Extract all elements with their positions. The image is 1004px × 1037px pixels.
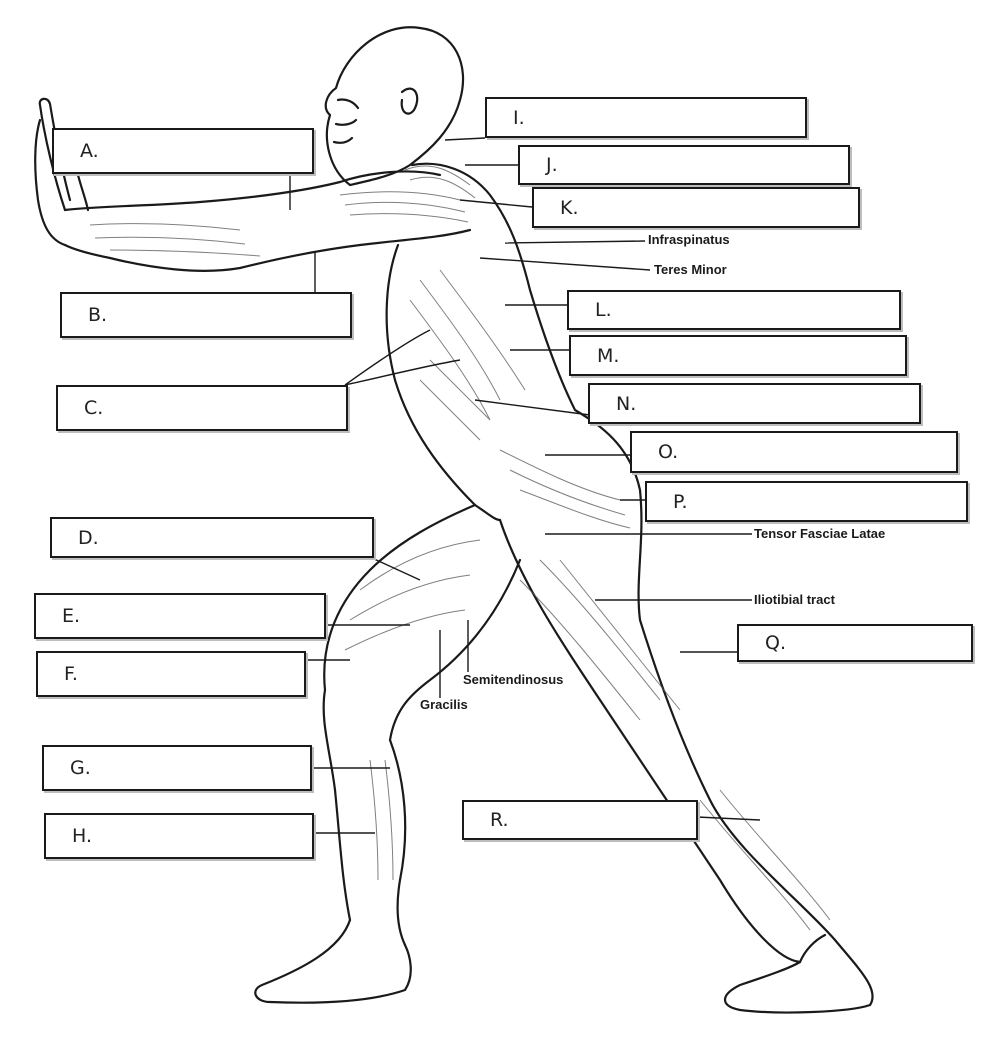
label-box-K[interactable]: K. [532, 187, 860, 228]
label-box-B[interactable]: B. [60, 292, 352, 338]
trapezius-striations [404, 165, 476, 199]
label-letter-N: N. [616, 392, 637, 415]
label-box-E[interactable]: E. [34, 593, 326, 639]
back-foot [723, 933, 872, 1014]
thigh-striations [519, 559, 681, 721]
leader-C [344, 329, 461, 386]
leader-D [371, 557, 421, 581]
arm-lower-outline [63, 228, 472, 272]
label-letter-O: O. [658, 441, 679, 463]
label-box-N[interactable]: N. [588, 383, 921, 424]
label-box-M[interactable]: M. [569, 335, 907, 376]
term-semitendinosus: Semitendinosus [463, 672, 564, 687]
label-letter-F: F. [64, 663, 78, 685]
label-letter-B: B. [88, 304, 108, 326]
deltoid-striations [339, 191, 469, 223]
leader-I [444, 137, 486, 141]
label-box-P[interactable]: P. [645, 481, 968, 522]
label-box-I[interactable]: I. [485, 97, 807, 138]
label-box-L[interactable]: L. [567, 290, 901, 330]
front-shin-outline [333, 788, 352, 922]
leader-teres-minor [479, 257, 651, 271]
term-gracilis: Gracilis [420, 697, 468, 712]
leader-R [696, 816, 761, 821]
lat-striations [409, 269, 526, 421]
back-leg-inner [498, 518, 802, 964]
label-box-J[interactable]: J. [518, 145, 850, 185]
term-tensor-fasciae-latae: Tensor Fasciae Latae [754, 526, 886, 541]
face-detail [332, 98, 360, 144]
label-letter-C: C. [84, 397, 104, 419]
label-box-H[interactable]: H. [44, 813, 314, 859]
label-box-F[interactable]: F. [36, 651, 306, 697]
label-box-O[interactable]: O. [630, 431, 958, 473]
back-calf-striations [699, 789, 831, 931]
ear [400, 87, 419, 115]
label-letter-D: D. [78, 526, 99, 549]
label-letter-G: G. [70, 757, 91, 779]
gluteus-striations [499, 449, 631, 529]
label-letter-E: E. [62, 605, 81, 627]
oblique-striations [419, 359, 491, 441]
label-box-D[interactable]: D. [50, 517, 374, 558]
front-foot [254, 918, 412, 1004]
term-infraspinatus: Infraspinatus [648, 232, 730, 247]
back-outline [410, 162, 874, 1007]
leader-N [474, 399, 591, 416]
leader-infraspinatus [504, 240, 646, 244]
head-outline [324, 26, 465, 187]
fingers [34, 118, 90, 247]
leader-K [459, 199, 533, 208]
label-letter-L: L. [595, 299, 612, 321]
label-box-R[interactable]: R. [462, 800, 698, 840]
label-box-A[interactable]: A. [52, 128, 314, 174]
label-letter-M: M. [597, 344, 620, 367]
label-letter-P: P. [673, 490, 688, 513]
front-thigh-lower [388, 558, 522, 742]
label-box-C[interactable]: C. [56, 385, 348, 431]
front-torso-outline [385, 243, 502, 522]
label-letter-K: K. [560, 196, 579, 219]
calf-striations [369, 759, 394, 881]
front-thigh-outline [322, 503, 477, 792]
term-teres-minor: Teres Minor [654, 262, 727, 277]
term-iliotibial-tract: Iliotibial tract [754, 592, 835, 607]
label-letter-A: A. [80, 140, 99, 162]
forearm-striations [89, 223, 261, 257]
label-letter-Q: Q. [765, 632, 786, 654]
label-letter-J: J. [546, 154, 558, 176]
label-letter-R: R. [490, 809, 509, 831]
label-letter-I: I. [513, 106, 525, 129]
label-letter-H: H. [72, 825, 92, 847]
arm-upper-outline [63, 170, 442, 212]
label-box-G[interactable]: G. [42, 745, 312, 791]
label-box-Q[interactable]: Q. [737, 624, 973, 662]
front-calf-outline [388, 738, 407, 947]
